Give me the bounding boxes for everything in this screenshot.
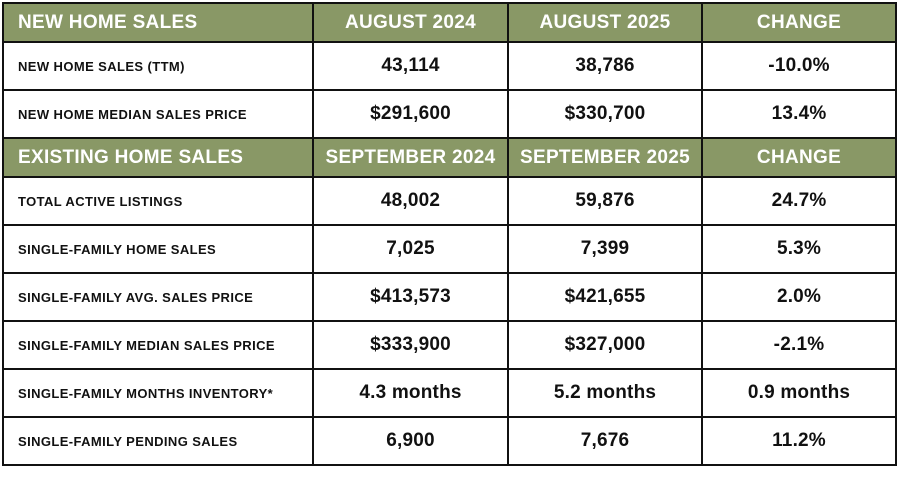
column-header-period-1: AUGUST 2024 <box>312 2 509 43</box>
value-period-2: $330,700 <box>507 89 703 139</box>
value-period-1: 48,002 <box>312 176 509 226</box>
value-period-2: 7,676 <box>507 416 703 466</box>
value-change: -2.1% <box>701 320 897 370</box>
table-row: SINGLE-FAMILY MEDIAN SALES PRICE $333,90… <box>2 320 897 370</box>
value-period-1: 6,900 <box>312 416 509 466</box>
column-header-change: CHANGE <box>701 137 897 178</box>
value-period-1: $333,900 <box>312 320 509 370</box>
value-period-2: $327,000 <box>507 320 703 370</box>
value-change: 24.7% <box>701 176 897 226</box>
value-change: 2.0% <box>701 272 897 322</box>
value-period-2: 5.2 months <box>507 368 703 418</box>
column-header-period-1: SEPTEMBER 2024 <box>312 137 509 178</box>
table-row: NEW HOME MEDIAN SALES PRICE $291,600 $33… <box>2 89 897 139</box>
row-label: TOTAL ACTIVE LISTINGS <box>2 176 314 226</box>
section-title: EXISTING HOME SALES <box>2 137 314 178</box>
value-period-2: 7,399 <box>507 224 703 274</box>
value-period-1: $291,600 <box>312 89 509 139</box>
value-period-1: 4.3 months <box>312 368 509 418</box>
row-label: NEW HOME SALES (TTM) <box>2 41 314 91</box>
sales-table-container: NEW HOME SALES AUGUST 2024 AUGUST 2025 C… <box>2 2 897 466</box>
value-period-2: 38,786 <box>507 41 703 91</box>
value-change: -10.0% <box>701 41 897 91</box>
value-period-2: 59,876 <box>507 176 703 226</box>
column-header-period-2: SEPTEMBER 2025 <box>507 137 703 178</box>
home-sales-table: NEW HOME SALES AUGUST 2024 AUGUST 2025 C… <box>2 2 897 466</box>
value-period-1: $413,573 <box>312 272 509 322</box>
table-row: SINGLE-FAMILY HOME SALES 7,025 7,399 5.3… <box>2 224 897 274</box>
value-period-1: 7,025 <box>312 224 509 274</box>
row-label: SINGLE-FAMILY AVG. SALES PRICE <box>2 272 314 322</box>
table-row: TOTAL ACTIVE LISTINGS 48,002 59,876 24.7… <box>2 176 897 226</box>
row-label: SINGLE-FAMILY PENDING SALES <box>2 416 314 466</box>
value-change: 0.9 months <box>701 368 897 418</box>
section-title: NEW HOME SALES <box>2 2 314 43</box>
existing-home-sales-header-row: EXISTING HOME SALES SEPTEMBER 2024 SEPTE… <box>2 137 897 178</box>
row-label: SINGLE-FAMILY HOME SALES <box>2 224 314 274</box>
column-header-change: CHANGE <box>701 2 897 43</box>
row-label: SINGLE-FAMILY MONTHS INVENTORY* <box>2 368 314 418</box>
value-period-1: 43,114 <box>312 41 509 91</box>
row-label: NEW HOME MEDIAN SALES PRICE <box>2 89 314 139</box>
column-header-period-2: AUGUST 2025 <box>507 2 703 43</box>
table-row: NEW HOME SALES (TTM) 43,114 38,786 -10.0… <box>2 41 897 91</box>
table-row: SINGLE-FAMILY MONTHS INVENTORY* 4.3 mont… <box>2 368 897 418</box>
value-change: 5.3% <box>701 224 897 274</box>
value-change: 11.2% <box>701 416 897 466</box>
new-home-sales-header-row: NEW HOME SALES AUGUST 2024 AUGUST 2025 C… <box>2 2 897 43</box>
row-label: SINGLE-FAMILY MEDIAN SALES PRICE <box>2 320 314 370</box>
value-change: 13.4% <box>701 89 897 139</box>
table-row: SINGLE-FAMILY PENDING SALES 6,900 7,676 … <box>2 416 897 466</box>
value-period-2: $421,655 <box>507 272 703 322</box>
table-row: SINGLE-FAMILY AVG. SALES PRICE $413,573 … <box>2 272 897 322</box>
